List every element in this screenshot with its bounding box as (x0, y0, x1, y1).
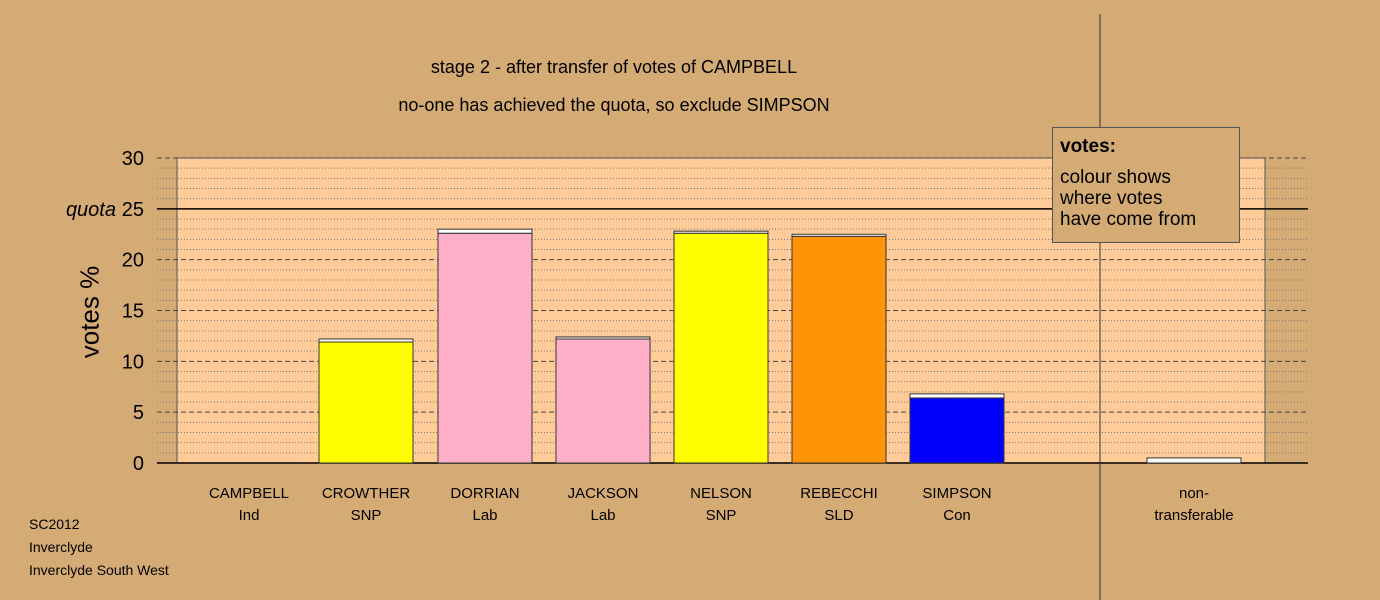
candidate-party: SNP (350, 507, 382, 524)
nontransferable-label-line: non- (1178, 485, 1210, 502)
legend-text-2: where votes (1060, 188, 1163, 209)
bar-nontransferable (1146, 457, 1242, 464)
candidate-label-jackson: JACKSON Lab (543, 483, 663, 527)
y-tick-label: 25 (122, 199, 144, 221)
bar-jackson (555, 338, 651, 464)
y-axis-label: votes % (74, 265, 105, 359)
nontransferable-label-line: transferable (1154, 507, 1234, 524)
candidate-label-nelson: NELSON SNP (661, 483, 781, 527)
candidate-label-campbell: CAMPBELL Ind (189, 483, 309, 527)
bar-nelson (673, 232, 769, 464)
footer-council: Inverclyde (29, 539, 93, 555)
y-tick-label: 30 (122, 148, 144, 170)
legend-text-3: have come from (1060, 209, 1197, 230)
candidate-party: SLD (824, 507, 854, 524)
nontransferable-label: non-transferable (1134, 483, 1254, 527)
y-tick-label: 15 (122, 301, 144, 323)
bar-simpson (909, 397, 1005, 464)
bar-transfer-dorrian (437, 228, 533, 234)
y-tick-label: 5 (133, 402, 144, 424)
candidate-party: SNP (705, 507, 737, 524)
candidate-label-dorrian: DORRIAN Lab (425, 483, 545, 527)
y-tick-label: 10 (122, 351, 144, 373)
bar-transfer-nelson (673, 230, 769, 234)
candidate-party: Con (943, 507, 971, 524)
bar-dorrian (437, 232, 533, 464)
bar-transfer-simpson (909, 393, 1005, 399)
bar-transfer-rebecchi (791, 233, 887, 237)
bar-transfer-crowther (318, 338, 414, 343)
candidate-name: CROWTHER (321, 485, 411, 502)
bar-crowther (318, 341, 414, 464)
candidate-name: SIMPSON (922, 485, 992, 502)
candidate-name: CAMPBELL (208, 485, 290, 502)
candidate-label-crowther: CROWTHER SNP (306, 483, 426, 527)
y-tick-label: 0 (133, 453, 144, 475)
quota-label: quota (66, 199, 116, 221)
bar-transfer-jackson (555, 336, 651, 340)
y-tick-label: 20 (122, 250, 144, 272)
legend: votes: colour shows where votes have com… (1052, 127, 1240, 243)
candidate-party: Lab (590, 507, 616, 524)
candidate-party: Ind (238, 507, 260, 524)
footer-election: SC2012 (29, 516, 80, 532)
candidate-name: JACKSON (567, 485, 639, 502)
chart-subtitle: no-one has achieved the quota, so exclud… (398, 95, 830, 115)
candidate-label-simpson: SIMPSON Con (897, 483, 1017, 527)
legend-text-1: colour shows (1060, 167, 1171, 188)
candidate-label-rebecchi: REBECCHI SLD (779, 483, 899, 527)
candidate-name: NELSON (690, 485, 752, 502)
legend-heading: votes: (1060, 136, 1116, 157)
chart-title: stage 2 - after transfer of votes of CAM… (430, 57, 798, 77)
footer-ward: Inverclyde South West (29, 562, 169, 578)
candidate-name: REBECCHI (800, 485, 878, 502)
candidate-name: DORRIAN (450, 485, 520, 502)
candidate-party: Lab (472, 507, 498, 524)
bar-rebecchi (791, 235, 887, 464)
